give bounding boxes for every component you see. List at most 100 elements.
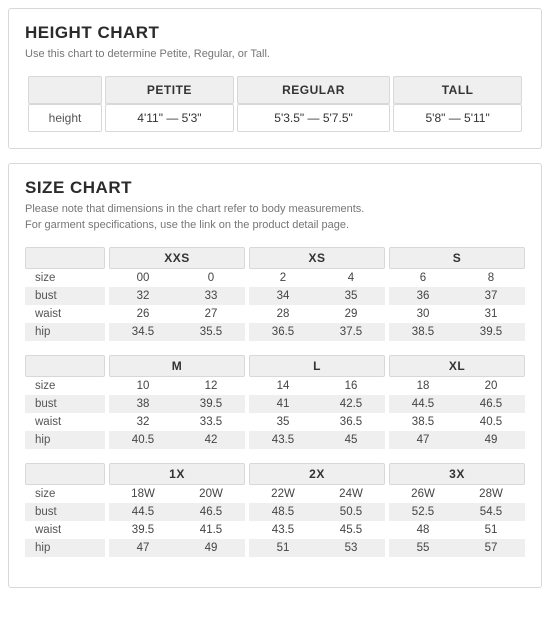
cell-3x-waist-0: 48 (389, 521, 457, 539)
cell-s-hip-0: 38.5 (389, 323, 457, 341)
cell-xxs-waist-1: 27 (177, 305, 245, 323)
height-row-label: height (28, 104, 102, 132)
size-header-row: MLXL (25, 355, 525, 377)
cell-2x-hip-0: 51 (249, 539, 317, 557)
size-table-0: XXSXSSsize0002468bust323334353637waist26… (25, 247, 525, 341)
cell-m-size-0: 10 (109, 377, 177, 395)
cell-m-bust-1: 39.5 (177, 395, 245, 413)
row-label-bust: bust (25, 503, 105, 521)
height-col-petite: PETITE (105, 76, 234, 104)
row-label-waist: waist (25, 521, 105, 539)
cell-1x-waist-0: 39.5 (109, 521, 177, 539)
row-label-size: size (25, 269, 105, 287)
row-label-bust: bust (25, 395, 105, 413)
size-group-1: MLXLsize101214161820bust3839.54142.544.5… (25, 355, 525, 449)
cell-2x-waist-1: 45.5 (317, 521, 385, 539)
cell-xl-size-1: 20 (457, 377, 525, 395)
cell-m-hip-1: 42 (177, 431, 245, 449)
cell-xs-size-1: 4 (317, 269, 385, 287)
size-header-xxs: XXS (109, 247, 245, 269)
size-header-row: 1X2X3X (25, 463, 525, 485)
size-chart-title: SIZE CHART (25, 178, 525, 198)
row-label-hip: hip (25, 539, 105, 557)
cell-1x-hip-1: 49 (177, 539, 245, 557)
cell-xxs-waist-0: 26 (109, 305, 177, 323)
cell-3x-hip-1: 57 (457, 539, 525, 557)
size-group-0: XXSXSSsize0002468bust323334353637waist26… (25, 247, 525, 341)
height-table-value-row: height 4'11" — 5'3" 5'3.5" — 5'7.5" 5'8"… (28, 104, 522, 132)
height-petite-range: 4'11" — 5'3" (105, 104, 234, 132)
cell-xs-bust-1: 35 (317, 287, 385, 305)
cell-3x-waist-1: 51 (457, 521, 525, 539)
cell-xxs-bust-1: 33 (177, 287, 245, 305)
cell-l-bust-0: 41 (249, 395, 317, 413)
cell-xl-hip-0: 47 (389, 431, 457, 449)
cell-2x-bust-0: 48.5 (249, 503, 317, 521)
size-row-hip: hip34.535.536.537.538.539.5 (25, 323, 525, 341)
cell-1x-bust-0: 44.5 (109, 503, 177, 521)
height-chart-card: HEIGHT CHART Use this chart to determine… (8, 8, 542, 149)
cell-m-waist-1: 33.5 (177, 413, 245, 431)
cell-3x-hip-0: 55 (389, 539, 457, 557)
cell-2x-size-1: 24W (317, 485, 385, 503)
cell-l-hip-1: 45 (317, 431, 385, 449)
cell-s-hip-1: 39.5 (457, 323, 525, 341)
cell-s-waist-0: 30 (389, 305, 457, 323)
cell-3x-bust-0: 52.5 (389, 503, 457, 521)
height-col-tall: TALL (393, 76, 522, 104)
size-header-blank (25, 247, 105, 269)
size-row-bust: bust323334353637 (25, 287, 525, 305)
size-table-2: 1X2X3Xsize18W20W22W24W26W28Wbust44.546.5… (25, 463, 525, 557)
size-group-2: 1X2X3Xsize18W20W22W24W26W28Wbust44.546.5… (25, 463, 525, 557)
cell-xxs-hip-1: 35.5 (177, 323, 245, 341)
cell-xl-waist-0: 38.5 (389, 413, 457, 431)
cell-3x-bust-1: 54.5 (457, 503, 525, 521)
cell-2x-size-0: 22W (249, 485, 317, 503)
cell-1x-size-0: 18W (109, 485, 177, 503)
size-row-waist: waist3233.53536.538.540.5 (25, 413, 525, 431)
cell-xl-waist-1: 40.5 (457, 413, 525, 431)
cell-xxs-hip-0: 34.5 (109, 323, 177, 341)
cell-xs-waist-1: 29 (317, 305, 385, 323)
size-header-3x: 3X (389, 463, 525, 485)
cell-xs-hip-0: 36.5 (249, 323, 317, 341)
size-header-2x: 2X (249, 463, 385, 485)
size-row-size: size18W20W22W24W26W28W (25, 485, 525, 503)
cell-xl-bust-1: 46.5 (457, 395, 525, 413)
cell-3x-size-1: 28W (457, 485, 525, 503)
size-chart-sub1: Please note that dimensions in the chart… (25, 203, 364, 215)
cell-3x-size-0: 26W (389, 485, 457, 503)
row-label-waist: waist (25, 413, 105, 431)
size-header-m: M (109, 355, 245, 377)
cell-s-size-1: 8 (457, 269, 525, 287)
cell-m-hip-0: 40.5 (109, 431, 177, 449)
cell-1x-bust-1: 46.5 (177, 503, 245, 521)
size-row-waist: waist262728293031 (25, 305, 525, 323)
cell-l-waist-1: 36.5 (317, 413, 385, 431)
height-chart-subtitle: Use this chart to determine Petite, Regu… (25, 47, 525, 62)
size-header-blank (25, 463, 105, 485)
size-groups-container: XXSXSSsize0002468bust323334353637waist26… (25, 247, 525, 557)
size-header-xl: XL (389, 355, 525, 377)
size-row-bust: bust44.546.548.550.552.554.5 (25, 503, 525, 521)
size-chart-subtitle: Please note that dimensions in the chart… (25, 202, 525, 233)
cell-l-waist-0: 35 (249, 413, 317, 431)
size-row-size: size0002468 (25, 269, 525, 287)
cell-xs-hip-1: 37.5 (317, 323, 385, 341)
row-label-size: size (25, 377, 105, 395)
row-label-size: size (25, 485, 105, 503)
cell-l-bust-1: 42.5 (317, 395, 385, 413)
size-header-row: XXSXSS (25, 247, 525, 269)
cell-1x-size-1: 20W (177, 485, 245, 503)
height-regular-range: 5'3.5" — 5'7.5" (237, 104, 390, 132)
height-table: PETITE REGULAR TALL height 4'11" — 5'3" … (25, 76, 525, 132)
size-header-xs: XS (249, 247, 385, 269)
cell-s-bust-0: 36 (389, 287, 457, 305)
size-row-size: size101214161820 (25, 377, 525, 395)
size-row-waist: waist39.541.543.545.54851 (25, 521, 525, 539)
cell-1x-waist-1: 41.5 (177, 521, 245, 539)
cell-s-bust-1: 37 (457, 287, 525, 305)
row-label-hip: hip (25, 431, 105, 449)
cell-xxs-size-1: 0 (177, 269, 245, 287)
size-header-blank (25, 355, 105, 377)
